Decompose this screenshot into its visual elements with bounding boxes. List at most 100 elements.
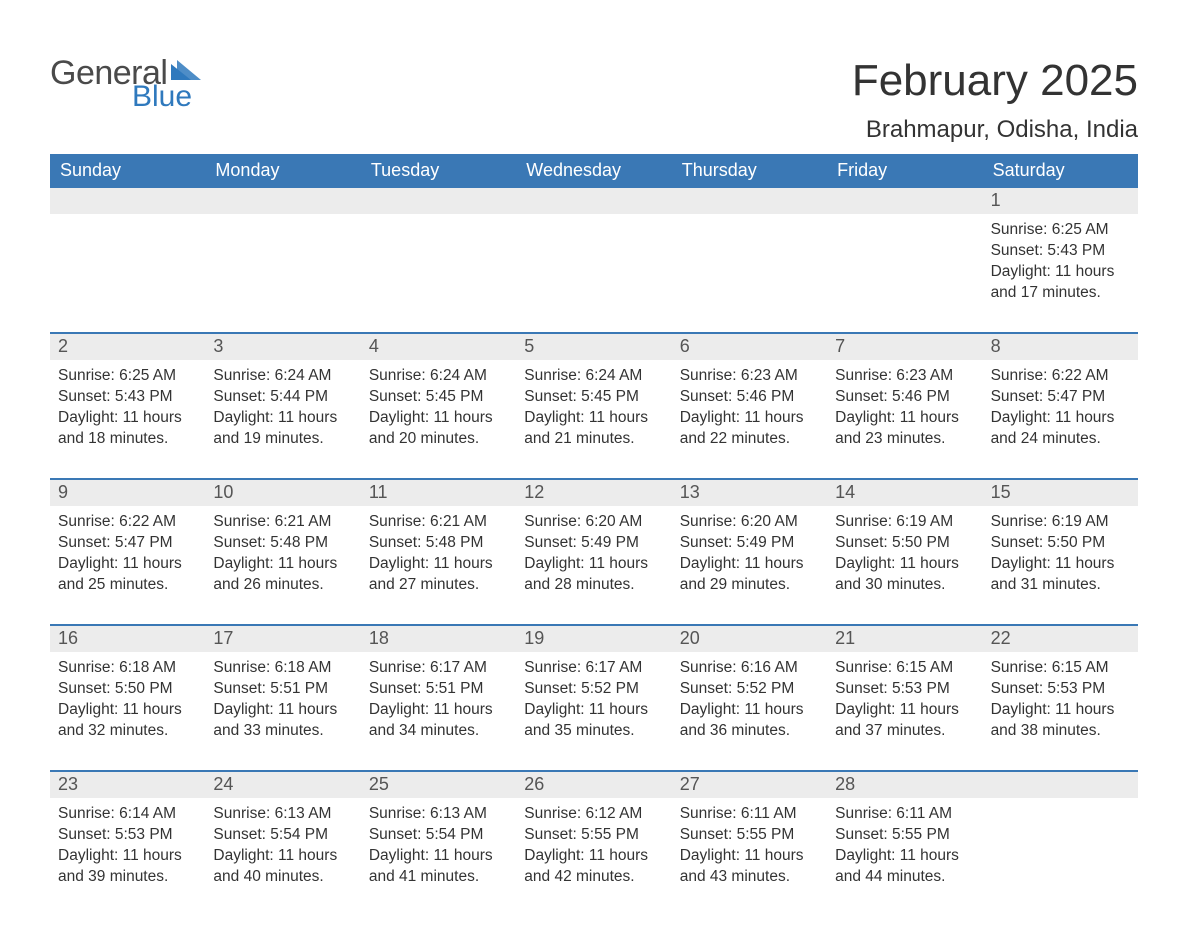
day-cell: Sunrise: 6:24 AMSunset: 5:45 PMDaylight:… bbox=[361, 360, 516, 456]
sunset-text: Sunset: 5:43 PM bbox=[991, 241, 1130, 262]
day-cell: Sunrise: 6:17 AMSunset: 5:51 PMDaylight:… bbox=[361, 652, 516, 748]
daylight-text: and 27 minutes. bbox=[369, 575, 508, 596]
day-cell bbox=[205, 214, 360, 310]
daylight-text: Daylight: 11 hours bbox=[835, 700, 974, 721]
day-cell: Sunrise: 6:25 AMSunset: 5:43 PMDaylight:… bbox=[50, 360, 205, 456]
weeks-container: 1Sunrise: 6:25 AMSunset: 5:43 PMDaylight… bbox=[50, 188, 1138, 894]
brand-logo: General Blue bbox=[50, 56, 203, 112]
sunrise-text: Sunrise: 6:25 AM bbox=[58, 366, 197, 387]
sunrise-text: Sunrise: 6:23 AM bbox=[680, 366, 819, 387]
day-cell: Sunrise: 6:15 AMSunset: 5:53 PMDaylight:… bbox=[983, 652, 1138, 748]
daylight-text: Daylight: 11 hours bbox=[369, 700, 508, 721]
daylight-text: and 28 minutes. bbox=[524, 575, 663, 596]
daylight-text: and 38 minutes. bbox=[991, 721, 1130, 742]
day-cell: Sunrise: 6:24 AMSunset: 5:44 PMDaylight:… bbox=[205, 360, 360, 456]
day-number: 5 bbox=[516, 334, 671, 360]
sunrise-text: Sunrise: 6:20 AM bbox=[524, 512, 663, 533]
day-cell: Sunrise: 6:15 AMSunset: 5:53 PMDaylight:… bbox=[827, 652, 982, 748]
sunset-text: Sunset: 5:45 PM bbox=[369, 387, 508, 408]
dayname-friday: Friday bbox=[827, 154, 982, 188]
sunrise-text: Sunrise: 6:17 AM bbox=[524, 658, 663, 679]
day-cell bbox=[672, 214, 827, 310]
daylight-text: Daylight: 11 hours bbox=[524, 846, 663, 867]
sunset-text: Sunset: 5:46 PM bbox=[835, 387, 974, 408]
day-number: 9 bbox=[50, 480, 205, 506]
sunrise-text: Sunrise: 6:24 AM bbox=[524, 366, 663, 387]
sunset-text: Sunset: 5:48 PM bbox=[369, 533, 508, 554]
sunrise-text: Sunrise: 6:13 AM bbox=[369, 804, 508, 825]
daylight-text: and 22 minutes. bbox=[680, 429, 819, 450]
daylight-text: Daylight: 11 hours bbox=[524, 554, 663, 575]
day-number bbox=[516, 188, 671, 214]
day-number: 20 bbox=[672, 626, 827, 652]
sunrise-text: Sunrise: 6:13 AM bbox=[213, 804, 352, 825]
sunset-text: Sunset: 5:55 PM bbox=[524, 825, 663, 846]
daynum-row: 1 bbox=[50, 188, 1138, 214]
day-number: 18 bbox=[361, 626, 516, 652]
daylight-text: and 39 minutes. bbox=[58, 867, 197, 888]
sunset-text: Sunset: 5:55 PM bbox=[835, 825, 974, 846]
daylight-text: and 43 minutes. bbox=[680, 867, 819, 888]
sunrise-text: Sunrise: 6:11 AM bbox=[680, 804, 819, 825]
sunrise-text: Sunrise: 6:21 AM bbox=[213, 512, 352, 533]
day-cell: Sunrise: 6:19 AMSunset: 5:50 PMDaylight:… bbox=[983, 506, 1138, 602]
location-label: Brahmapur, Odisha, India bbox=[852, 116, 1138, 144]
daylight-text: Daylight: 11 hours bbox=[213, 700, 352, 721]
daylight-text: and 21 minutes. bbox=[524, 429, 663, 450]
dayname-monday: Monday bbox=[205, 154, 360, 188]
sunrise-text: Sunrise: 6:15 AM bbox=[835, 658, 974, 679]
daylight-text: Daylight: 11 hours bbox=[369, 846, 508, 867]
sunset-text: Sunset: 5:54 PM bbox=[369, 825, 508, 846]
daynum-row: 232425262728 bbox=[50, 772, 1138, 798]
sunset-text: Sunset: 5:53 PM bbox=[835, 679, 974, 700]
sunset-text: Sunset: 5:48 PM bbox=[213, 533, 352, 554]
day-cell: Sunrise: 6:20 AMSunset: 5:49 PMDaylight:… bbox=[672, 506, 827, 602]
sunset-text: Sunset: 5:52 PM bbox=[524, 679, 663, 700]
daynum-row: 2345678 bbox=[50, 334, 1138, 360]
day-cell: Sunrise: 6:22 AMSunset: 5:47 PMDaylight:… bbox=[983, 360, 1138, 456]
day-number: 10 bbox=[205, 480, 360, 506]
daylight-text: Daylight: 11 hours bbox=[991, 408, 1130, 429]
day-number: 7 bbox=[827, 334, 982, 360]
day-number bbox=[672, 188, 827, 214]
daylight-text: Daylight: 11 hours bbox=[58, 408, 197, 429]
sunrise-text: Sunrise: 6:20 AM bbox=[680, 512, 819, 533]
daylight-text: and 44 minutes. bbox=[835, 867, 974, 888]
sunrise-text: Sunrise: 6:18 AM bbox=[213, 658, 352, 679]
daylight-text: and 30 minutes. bbox=[835, 575, 974, 596]
day-number: 22 bbox=[983, 626, 1138, 652]
day-number: 28 bbox=[827, 772, 982, 798]
daylight-text: Daylight: 11 hours bbox=[58, 700, 197, 721]
day-number: 17 bbox=[205, 626, 360, 652]
day-cell: Sunrise: 6:13 AMSunset: 5:54 PMDaylight:… bbox=[205, 798, 360, 894]
daylight-text: Daylight: 11 hours bbox=[680, 700, 819, 721]
dayname-sunday: Sunday bbox=[50, 154, 205, 188]
day-cell: Sunrise: 6:14 AMSunset: 5:53 PMDaylight:… bbox=[50, 798, 205, 894]
sunrise-text: Sunrise: 6:19 AM bbox=[835, 512, 974, 533]
daylight-text: and 36 minutes. bbox=[680, 721, 819, 742]
daylight-text: and 17 minutes. bbox=[991, 283, 1130, 304]
day-cell: Sunrise: 6:12 AMSunset: 5:55 PMDaylight:… bbox=[516, 798, 671, 894]
sunrise-text: Sunrise: 6:16 AM bbox=[680, 658, 819, 679]
sunset-text: Sunset: 5:49 PM bbox=[680, 533, 819, 554]
sunset-text: Sunset: 5:50 PM bbox=[835, 533, 974, 554]
daylight-text: Daylight: 11 hours bbox=[991, 554, 1130, 575]
day-number: 25 bbox=[361, 772, 516, 798]
day-cell bbox=[983, 798, 1138, 894]
day-cell: Sunrise: 6:25 AMSunset: 5:43 PMDaylight:… bbox=[983, 214, 1138, 310]
sunset-text: Sunset: 5:53 PM bbox=[58, 825, 197, 846]
sunset-text: Sunset: 5:45 PM bbox=[524, 387, 663, 408]
sunset-text: Sunset: 5:46 PM bbox=[680, 387, 819, 408]
daylight-text: Daylight: 11 hours bbox=[213, 408, 352, 429]
day-cell: Sunrise: 6:23 AMSunset: 5:46 PMDaylight:… bbox=[672, 360, 827, 456]
sunset-text: Sunset: 5:44 PM bbox=[213, 387, 352, 408]
daylight-text: and 20 minutes. bbox=[369, 429, 508, 450]
day-cell: Sunrise: 6:11 AMSunset: 5:55 PMDaylight:… bbox=[672, 798, 827, 894]
day-number: 26 bbox=[516, 772, 671, 798]
day-cell: Sunrise: 6:13 AMSunset: 5:54 PMDaylight:… bbox=[361, 798, 516, 894]
daylight-text: and 41 minutes. bbox=[369, 867, 508, 888]
sunrise-text: Sunrise: 6:12 AM bbox=[524, 804, 663, 825]
day-number bbox=[827, 188, 982, 214]
day-cell: Sunrise: 6:19 AMSunset: 5:50 PMDaylight:… bbox=[827, 506, 982, 602]
daylight-text: Daylight: 11 hours bbox=[835, 554, 974, 575]
